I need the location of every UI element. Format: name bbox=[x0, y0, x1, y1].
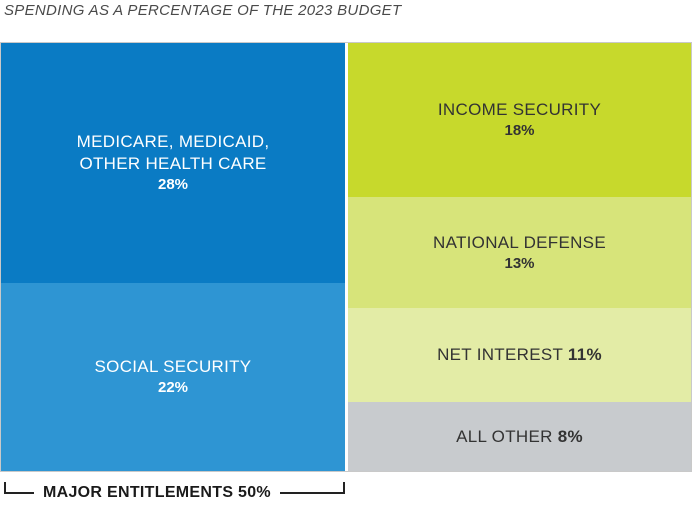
tile-label: NET INTEREST 11% bbox=[437, 345, 602, 364]
tile-value: 13% bbox=[504, 254, 535, 272]
tile-value: 8% bbox=[557, 426, 583, 446]
treemap-tile-income-security: INCOME SECURITY 18% bbox=[348, 43, 691, 197]
tile-label: INCOME SECURITY bbox=[437, 100, 602, 119]
tile-value: 11% bbox=[567, 345, 602, 364]
tile-label: SOCIAL SECURITY bbox=[94, 357, 252, 376]
treemap-tile-medicare-medicaid-other-health-care: MEDICARE, MEDICAID, OTHER HEALTH CARE 28% bbox=[1, 43, 345, 283]
tile-value: 22% bbox=[157, 379, 189, 396]
chart-title: SPENDING AS A PERCENTAGE OF THE 2023 BUD… bbox=[4, 2, 402, 19]
tile-value: 18% bbox=[504, 122, 535, 139]
tile-value: 28% bbox=[157, 176, 189, 193]
tile-label: MEDICARE, MEDICAID, OTHER HEALTH CARE bbox=[76, 132, 270, 173]
tile-label: NATIONAL DEFENSE bbox=[433, 232, 606, 252]
treemap-tile-national-defense: NATIONAL DEFENSE 13% bbox=[348, 197, 691, 308]
treemap-tile-all-other: ALL OTHER 8% bbox=[348, 402, 691, 471]
major-entitlements-label: MAJOR ENTITLEMENTS 50% bbox=[34, 484, 280, 502]
treemap: MEDICARE, MEDICAID, OTHER HEALTH CARE 28%… bbox=[0, 42, 692, 472]
treemap-tile-net-interest: NET INTEREST 11% bbox=[348, 308, 691, 402]
tile-label: ALL OTHER 8% bbox=[456, 426, 583, 446]
treemap-tile-social-security: SOCIAL SECURITY 22% bbox=[1, 283, 345, 471]
